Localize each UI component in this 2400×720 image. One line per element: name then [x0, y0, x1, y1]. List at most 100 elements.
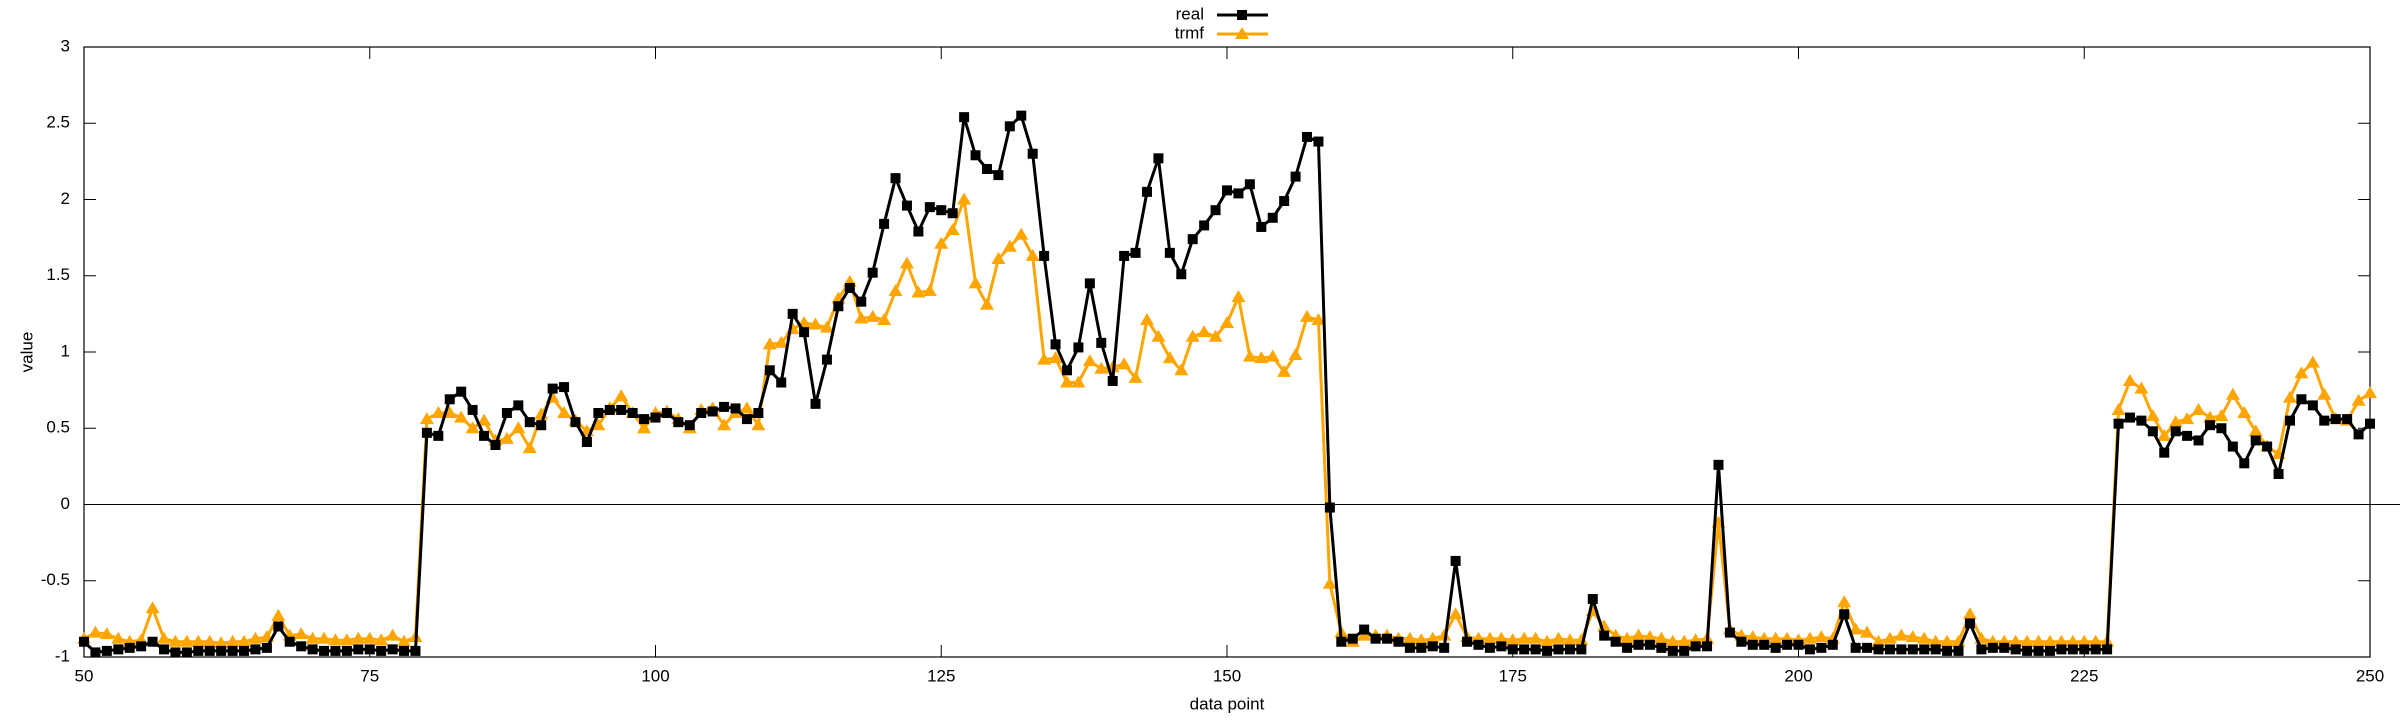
point-marker [879, 218, 890, 229]
point-marker [1448, 607, 1463, 620]
point-marker [2250, 435, 2261, 446]
point-marker [1025, 248, 1040, 261]
point-marker [684, 420, 695, 431]
point-marker [934, 236, 949, 249]
point-marker [1404, 642, 1415, 653]
point-marker [1987, 642, 1998, 653]
point-marker [2147, 426, 2158, 437]
point-marker [856, 296, 867, 307]
point-marker [1677, 634, 1692, 647]
point-marker [1953, 645, 1964, 656]
point-marker [216, 645, 227, 656]
point-marker [1665, 634, 1680, 647]
point-marker [433, 430, 444, 441]
point-marker [181, 647, 192, 658]
point-marker [421, 427, 432, 438]
point-marker [101, 645, 112, 656]
point-marker [179, 634, 194, 647]
point-marker [1747, 639, 1758, 650]
point-marker [1288, 348, 1303, 361]
point-marker [936, 205, 947, 216]
point-marker [1370, 633, 1381, 644]
point-marker [1850, 642, 1861, 653]
series-line [82, 114, 2372, 654]
point-marker [1185, 329, 1200, 342]
point-marker [1964, 618, 1975, 629]
point-marker [1848, 622, 1863, 635]
y-tick-label: 0 [61, 494, 70, 513]
point-marker [351, 631, 366, 644]
point-marker [2296, 394, 2307, 405]
point-marker [1107, 375, 1118, 386]
point-marker [2237, 406, 2252, 418]
point-marker [1450, 555, 1461, 566]
point-marker [1816, 642, 1827, 653]
point-marker [1242, 349, 1257, 362]
point-marker [1942, 645, 1953, 656]
point-marker [2317, 387, 2332, 400]
y-tick-label: 2.5 [46, 113, 70, 132]
point-marker [854, 311, 869, 324]
y-tick-label: 1.5 [46, 265, 70, 284]
point-marker [1235, 27, 1249, 39]
point-marker [1222, 185, 1232, 196]
point-marker [787, 308, 798, 319]
point-marker [970, 150, 981, 161]
point-marker [330, 645, 341, 656]
legend-label: real [1176, 4, 1204, 23]
point-marker [2180, 412, 2195, 425]
point-marker [867, 267, 878, 278]
point-marker [1050, 339, 1061, 350]
point-marker [1528, 631, 1543, 644]
point-marker [296, 641, 307, 652]
point-marker [890, 173, 901, 184]
point-marker [1745, 630, 1760, 643]
point-marker [2319, 415, 2330, 426]
point-marker [2273, 469, 2284, 479]
point-marker [79, 636, 89, 647]
point-marker [490, 440, 501, 451]
point-marker [2170, 426, 2181, 437]
point-marker [911, 285, 926, 298]
point-marker [1896, 644, 1907, 655]
point-marker [1940, 634, 1955, 647]
point-marker [1505, 633, 1520, 646]
legend-label: trmf [1175, 23, 1205, 42]
point-marker [202, 634, 217, 647]
point-marker [2010, 644, 2021, 655]
point-marker [762, 337, 777, 350]
x-tick-label: 250 [2356, 666, 2384, 685]
point-marker [1311, 312, 1326, 325]
point-marker [261, 642, 272, 653]
point-marker [968, 276, 983, 289]
point-marker [959, 112, 970, 123]
point-marker [1359, 624, 1370, 635]
point-marker [1427, 641, 1438, 652]
point-marker [844, 282, 855, 293]
point-marker [1907, 644, 1918, 655]
point-marker [1117, 357, 1132, 370]
point-marker [2159, 447, 2170, 458]
point-marker [1197, 325, 1212, 338]
point-marker [1496, 641, 1507, 652]
point-marker [1804, 644, 1815, 655]
point-marker [1551, 631, 1566, 644]
point-marker [2067, 644, 2078, 655]
point-marker [1702, 641, 1713, 652]
point-marker [1014, 227, 1029, 240]
point-marker [1473, 639, 1484, 650]
point-marker [2008, 634, 2023, 647]
point-marker [2077, 634, 2092, 647]
point-marker [522, 441, 537, 454]
point-marker [1347, 633, 1358, 644]
point-marker [536, 420, 547, 431]
point-marker [1782, 639, 1793, 650]
point-marker [1084, 278, 1095, 289]
point-marker [1210, 205, 1221, 216]
point-marker [499, 431, 514, 444]
point-marker [1382, 633, 1393, 644]
point-marker [1277, 364, 1292, 377]
x-axis-label: data point [1190, 694, 1265, 713]
point-marker [1002, 239, 1017, 252]
point-marker [2124, 412, 2135, 423]
